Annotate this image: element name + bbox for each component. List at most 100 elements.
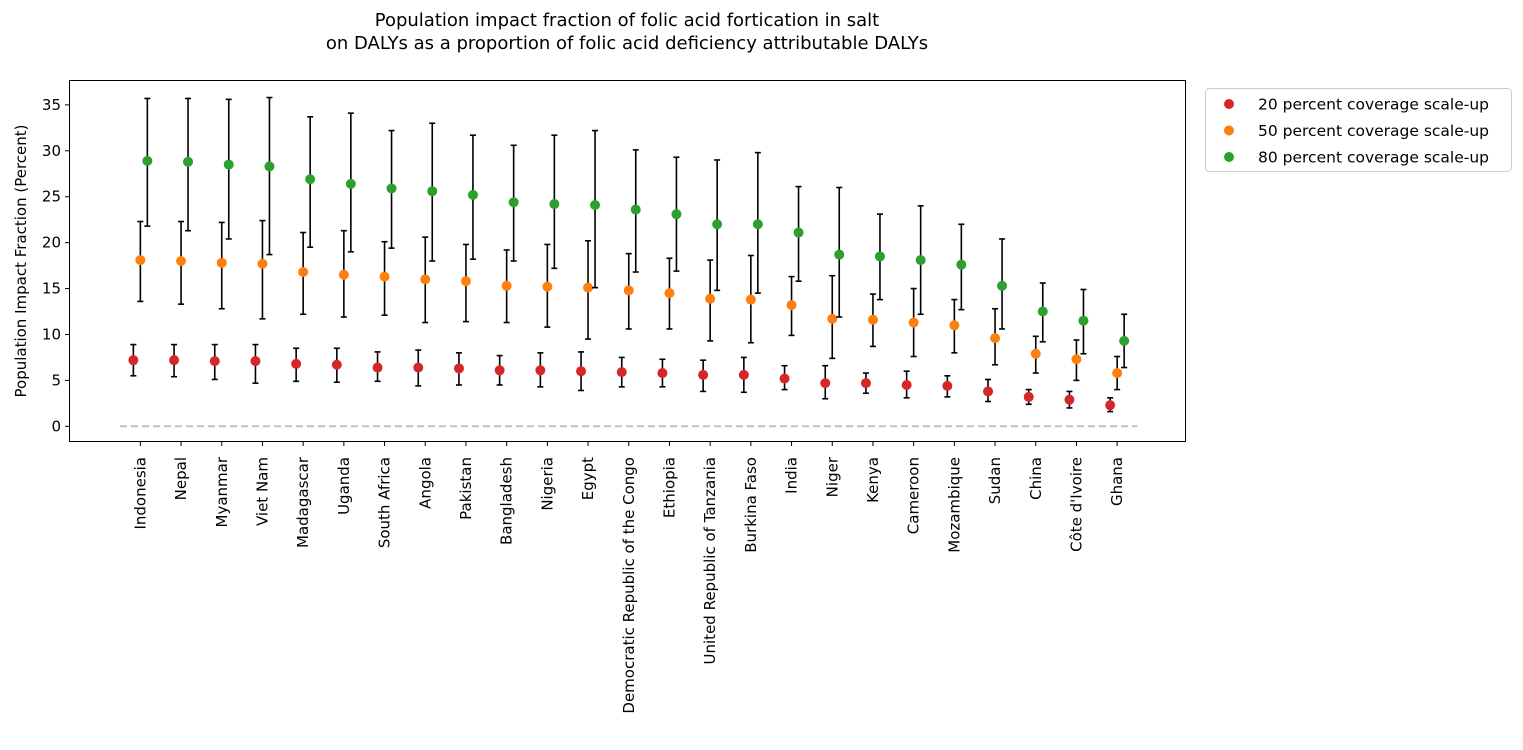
data-point [712,219,723,230]
data-point [298,267,309,278]
data-point [698,369,709,380]
x-tick-label: China [1027,457,1045,500]
data-point [908,317,919,328]
data-point [1105,400,1116,411]
y-tick-label: 10 [42,325,61,343]
data-point [379,271,390,282]
chart-title-line-1: Population impact fraction of folic acid… [375,10,879,31]
data-point [786,300,797,311]
x-tick-label: Viet Nam [253,457,271,526]
legend-marker [1224,152,1234,162]
data-point [738,369,749,380]
x-tick-label: Indonesia [131,457,149,530]
data-point [176,256,187,266]
data-point [867,314,878,325]
x-tick-label: Cameroon [905,457,923,534]
data-point [827,313,838,324]
data-point [264,161,275,172]
x-tick-label: Mozambique [945,457,963,553]
x-tick-label: Bangladesh [498,457,516,545]
x-tick-label: Myanmar [213,456,231,527]
x-tick-label: Uganda [335,457,353,515]
data-point [583,282,594,293]
data-point [1071,354,1082,365]
data-point [1078,315,1089,326]
data-point [257,258,268,269]
data-point [135,255,146,266]
data-point [623,285,634,296]
data-point [345,178,356,189]
data-point [576,366,587,377]
data-point [291,358,302,369]
legend-marker [1224,125,1234,136]
legend-label: 20 percent coverage scale-up [1258,96,1489,114]
data-point [331,359,342,370]
series-2 [135,219,1123,391]
data-point [657,368,668,379]
data-point [413,362,424,373]
x-tick-label: Nepal [172,457,190,500]
x-tick-label: Côte d'Ivoire [1067,457,1085,552]
data-point [386,183,397,194]
data-point [501,280,512,291]
y-tick-label: 25 [42,188,61,206]
data-point [779,373,790,384]
data-point [664,288,675,299]
x-tick-label: Egypt [579,457,597,500]
data-point [223,159,234,170]
plot-area: 0 5 10 15 20 25 30 35 Indonesia Nepal Myanmar Viet … [42,96,1138,714]
data-point [183,156,194,167]
data-point [420,274,431,285]
data-point [209,356,220,367]
data-point [949,320,960,331]
x-tick-label: Ethiopia [660,457,678,518]
data-point [616,367,627,378]
x-tick-label: Kenya [864,457,882,503]
x-tick-label: Burkina Faso [742,457,760,553]
y-tick-label: 0 [51,417,61,435]
y-tick-label: 5 [51,371,61,389]
plot-frame [69,80,1186,442]
x-tick-label: United Republic of Tanzania [701,457,719,664]
data-point [752,219,763,230]
data-point [671,209,682,220]
x-tick-label: South Africa [376,457,394,548]
x-tick-label: India [783,457,801,494]
data-point [983,386,994,397]
x-tick-label: Nigeria [538,457,556,511]
data-point [460,276,471,287]
x-tick-label: Pakistan [457,457,475,520]
data-point [1119,335,1130,346]
chart-title-line-2: on DALYs as a proportion of folic acid d… [326,33,928,54]
data-point [1037,306,1048,317]
x-tick-label: Angola [416,457,434,509]
data-point [494,365,505,376]
y-tick-label: 15 [42,280,61,298]
data-point [142,155,153,166]
data-point [874,251,885,262]
y-axis-label: Population Impact Fraction (Percent) [12,124,30,397]
data-point [1023,391,1034,402]
data-point [216,257,227,268]
data-point [427,186,438,197]
y-tick-label: 35 [42,96,61,114]
data-point [535,365,546,376]
data-point [793,227,804,238]
data-point [956,259,967,270]
y-tick-label: 20 [42,234,61,252]
data-point [542,281,553,292]
legend-label: 80 percent coverage scale-up [1258,149,1489,167]
data-point [901,379,912,390]
data-point [169,355,180,366]
data-point [630,204,641,215]
series-1 [128,343,1116,413]
data-point [942,380,953,391]
data-point [705,293,716,304]
data-point [990,333,1001,344]
y-tick-label: 30 [42,142,61,160]
data-point [1030,348,1041,359]
data-point [745,294,756,305]
chart-title: Population impact fraction of folic acid… [326,10,928,54]
data-point [1064,394,1075,405]
